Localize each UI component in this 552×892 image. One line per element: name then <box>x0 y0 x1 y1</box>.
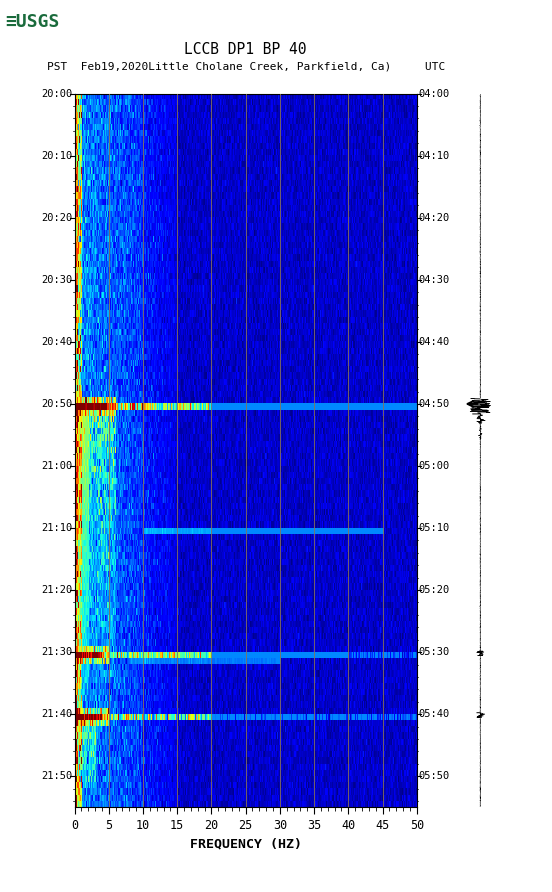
Text: 05:20: 05:20 <box>418 585 450 595</box>
Text: 21:50: 21:50 <box>41 772 73 781</box>
Text: 21:30: 21:30 <box>41 647 73 657</box>
Text: LCCB DP1 BP 40: LCCB DP1 BP 40 <box>184 43 307 57</box>
Text: 21:40: 21:40 <box>41 709 73 719</box>
Text: 20:40: 20:40 <box>41 337 73 347</box>
Text: 21:20: 21:20 <box>41 585 73 595</box>
Text: 20:10: 20:10 <box>41 151 73 161</box>
Text: 05:10: 05:10 <box>418 523 450 533</box>
Text: 21:00: 21:00 <box>41 461 73 471</box>
Text: ≡USGS: ≡USGS <box>6 13 60 31</box>
Text: 05:00: 05:00 <box>418 461 450 471</box>
Text: 20:30: 20:30 <box>41 275 73 285</box>
Text: 20:00: 20:00 <box>41 88 73 99</box>
Text: 04:50: 04:50 <box>418 399 450 409</box>
Text: PST  Feb19,2020Little Cholane Creek, Parkfield, Ca)     UTC: PST Feb19,2020Little Cholane Creek, Park… <box>46 61 445 71</box>
Text: 04:20: 04:20 <box>418 213 450 223</box>
Text: 05:50: 05:50 <box>418 772 450 781</box>
Text: 04:10: 04:10 <box>418 151 450 161</box>
Text: 20:20: 20:20 <box>41 213 73 223</box>
Text: 05:30: 05:30 <box>418 647 450 657</box>
Text: 04:00: 04:00 <box>418 88 450 99</box>
Text: 20:50: 20:50 <box>41 399 73 409</box>
Text: 04:30: 04:30 <box>418 275 450 285</box>
Text: 05:40: 05:40 <box>418 709 450 719</box>
Text: 21:10: 21:10 <box>41 523 73 533</box>
Text: 04:40: 04:40 <box>418 337 450 347</box>
X-axis label: FREQUENCY (HZ): FREQUENCY (HZ) <box>190 838 301 851</box>
